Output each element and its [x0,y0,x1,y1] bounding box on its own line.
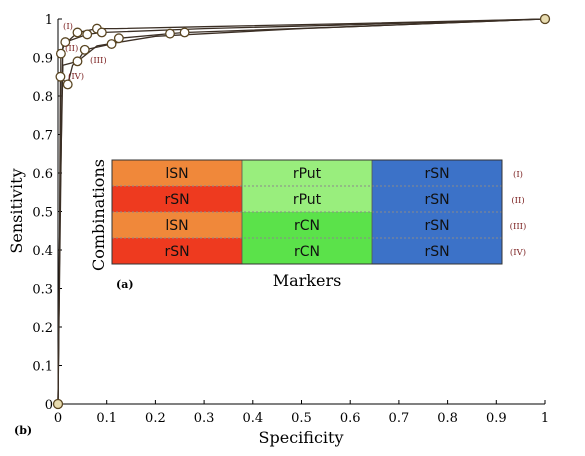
roc-point [72,27,83,38]
curve-label: (IV) [68,71,84,82]
inset-cell-label: rSN [424,244,449,260]
y-tick-label: 0.3 [32,283,53,298]
curve-label: (II) [65,43,78,54]
inset-cell-label: lSN [165,218,188,234]
roc-point [55,71,66,82]
x-tick-label: 0.3 [194,411,215,426]
roc-endpoint [52,398,64,410]
y-axis-title: Sensitivity [7,168,26,253]
inset-row-tag: (I) [513,169,523,180]
curve-label: (III) [90,55,107,66]
roc-point [79,44,90,55]
x-tick-label: 0.9 [486,411,507,426]
inset-cell-label: rSN [424,192,449,208]
roc-curves [52,13,551,410]
roc-point [72,56,83,67]
x-tick-label: 0.2 [145,411,166,426]
inset-y-axis-title: Combinations [89,159,108,271]
inset-cell [112,238,242,264]
x-tick-label: 0 [54,411,62,426]
inset-row-tag: (IV) [510,247,526,258]
y-tick-label: 0.5 [32,206,53,221]
y-tick-label: 0.4 [32,244,53,259]
roc-endpoint [539,13,551,25]
curve-label: (I) [63,21,73,32]
x-tick-label: 0.7 [389,411,410,426]
y-tick-label: 0 [45,398,53,413]
roc-point [165,28,175,39]
inset-cell [372,212,502,238]
y-tick-label: 0.1 [32,360,53,375]
inset-x-axis-title: Markers [273,271,342,290]
x-tick-label: 0.5 [291,411,312,426]
inset-cell [242,212,372,238]
x-tick-label: 0.8 [437,411,458,426]
inset-cell [242,160,372,186]
y-tick-label: 0.9 [32,52,53,67]
panel-b-label: (b) [14,424,32,437]
axes: 0 0.1 0.2 0.3 0.4 0.5 0.6 0.7 0.8 0.9 1 0 0.1 0.2 0.3 0… [32,13,549,426]
roc-point [60,37,71,48]
inset-row-tag: (III) [510,221,527,232]
inset-cell [242,186,372,212]
panel-a-label: (a) [116,278,134,291]
roc-point [62,79,73,90]
inset-cell [372,160,502,186]
inset-cell [112,212,242,238]
inset-cell-label: rSN [424,166,449,182]
inset-cell-label: rSN [164,192,189,208]
x-tick-label: 0.1 [96,411,117,426]
x-axis-title: Specificity [259,428,344,447]
roc-point [106,39,117,49]
roc-point [96,27,107,38]
roc-point [82,29,93,40]
roc-point [113,33,124,44]
inset-cell-label: lSN [165,166,188,182]
inset-cell [372,238,502,264]
inset-cell-label: rPut [293,192,322,208]
curve-labels: (I) (II) (III) (IV) [63,21,107,82]
inset-combination-table: lSN rPut rSN (I) rSN rPut rSN (II) lSN rCN rSN (III… [89,159,526,291]
roc-line-4 [57,18,546,405]
inset-row-tag: (II) [511,195,524,206]
inset-cell [242,238,372,264]
x-tick-label: 1 [541,411,549,426]
y-tick-label: 1 [45,13,53,28]
inset-cell [112,160,242,186]
inset-border [111,159,503,265]
roc-point [179,27,190,38]
x-tick-label: 0.6 [340,411,361,426]
roc-point [55,48,66,59]
inset-cell-label: rPut [293,166,322,182]
inset-cell-label: rCN [294,218,320,234]
inset-cell-label: rCN [294,244,320,260]
y-tick-label: 0.8 [32,90,53,105]
y-tick-label: 0.6 [32,167,53,182]
y-tick-label: 0.7 [32,129,53,144]
inset-cell [112,186,242,212]
y-tick-label: 0.2 [32,321,53,336]
inset-cell-label: rSN [164,244,189,260]
inset-cell [372,186,502,212]
x-tick-label: 0.4 [242,411,263,426]
inset-cell-label: rSN [424,218,449,234]
